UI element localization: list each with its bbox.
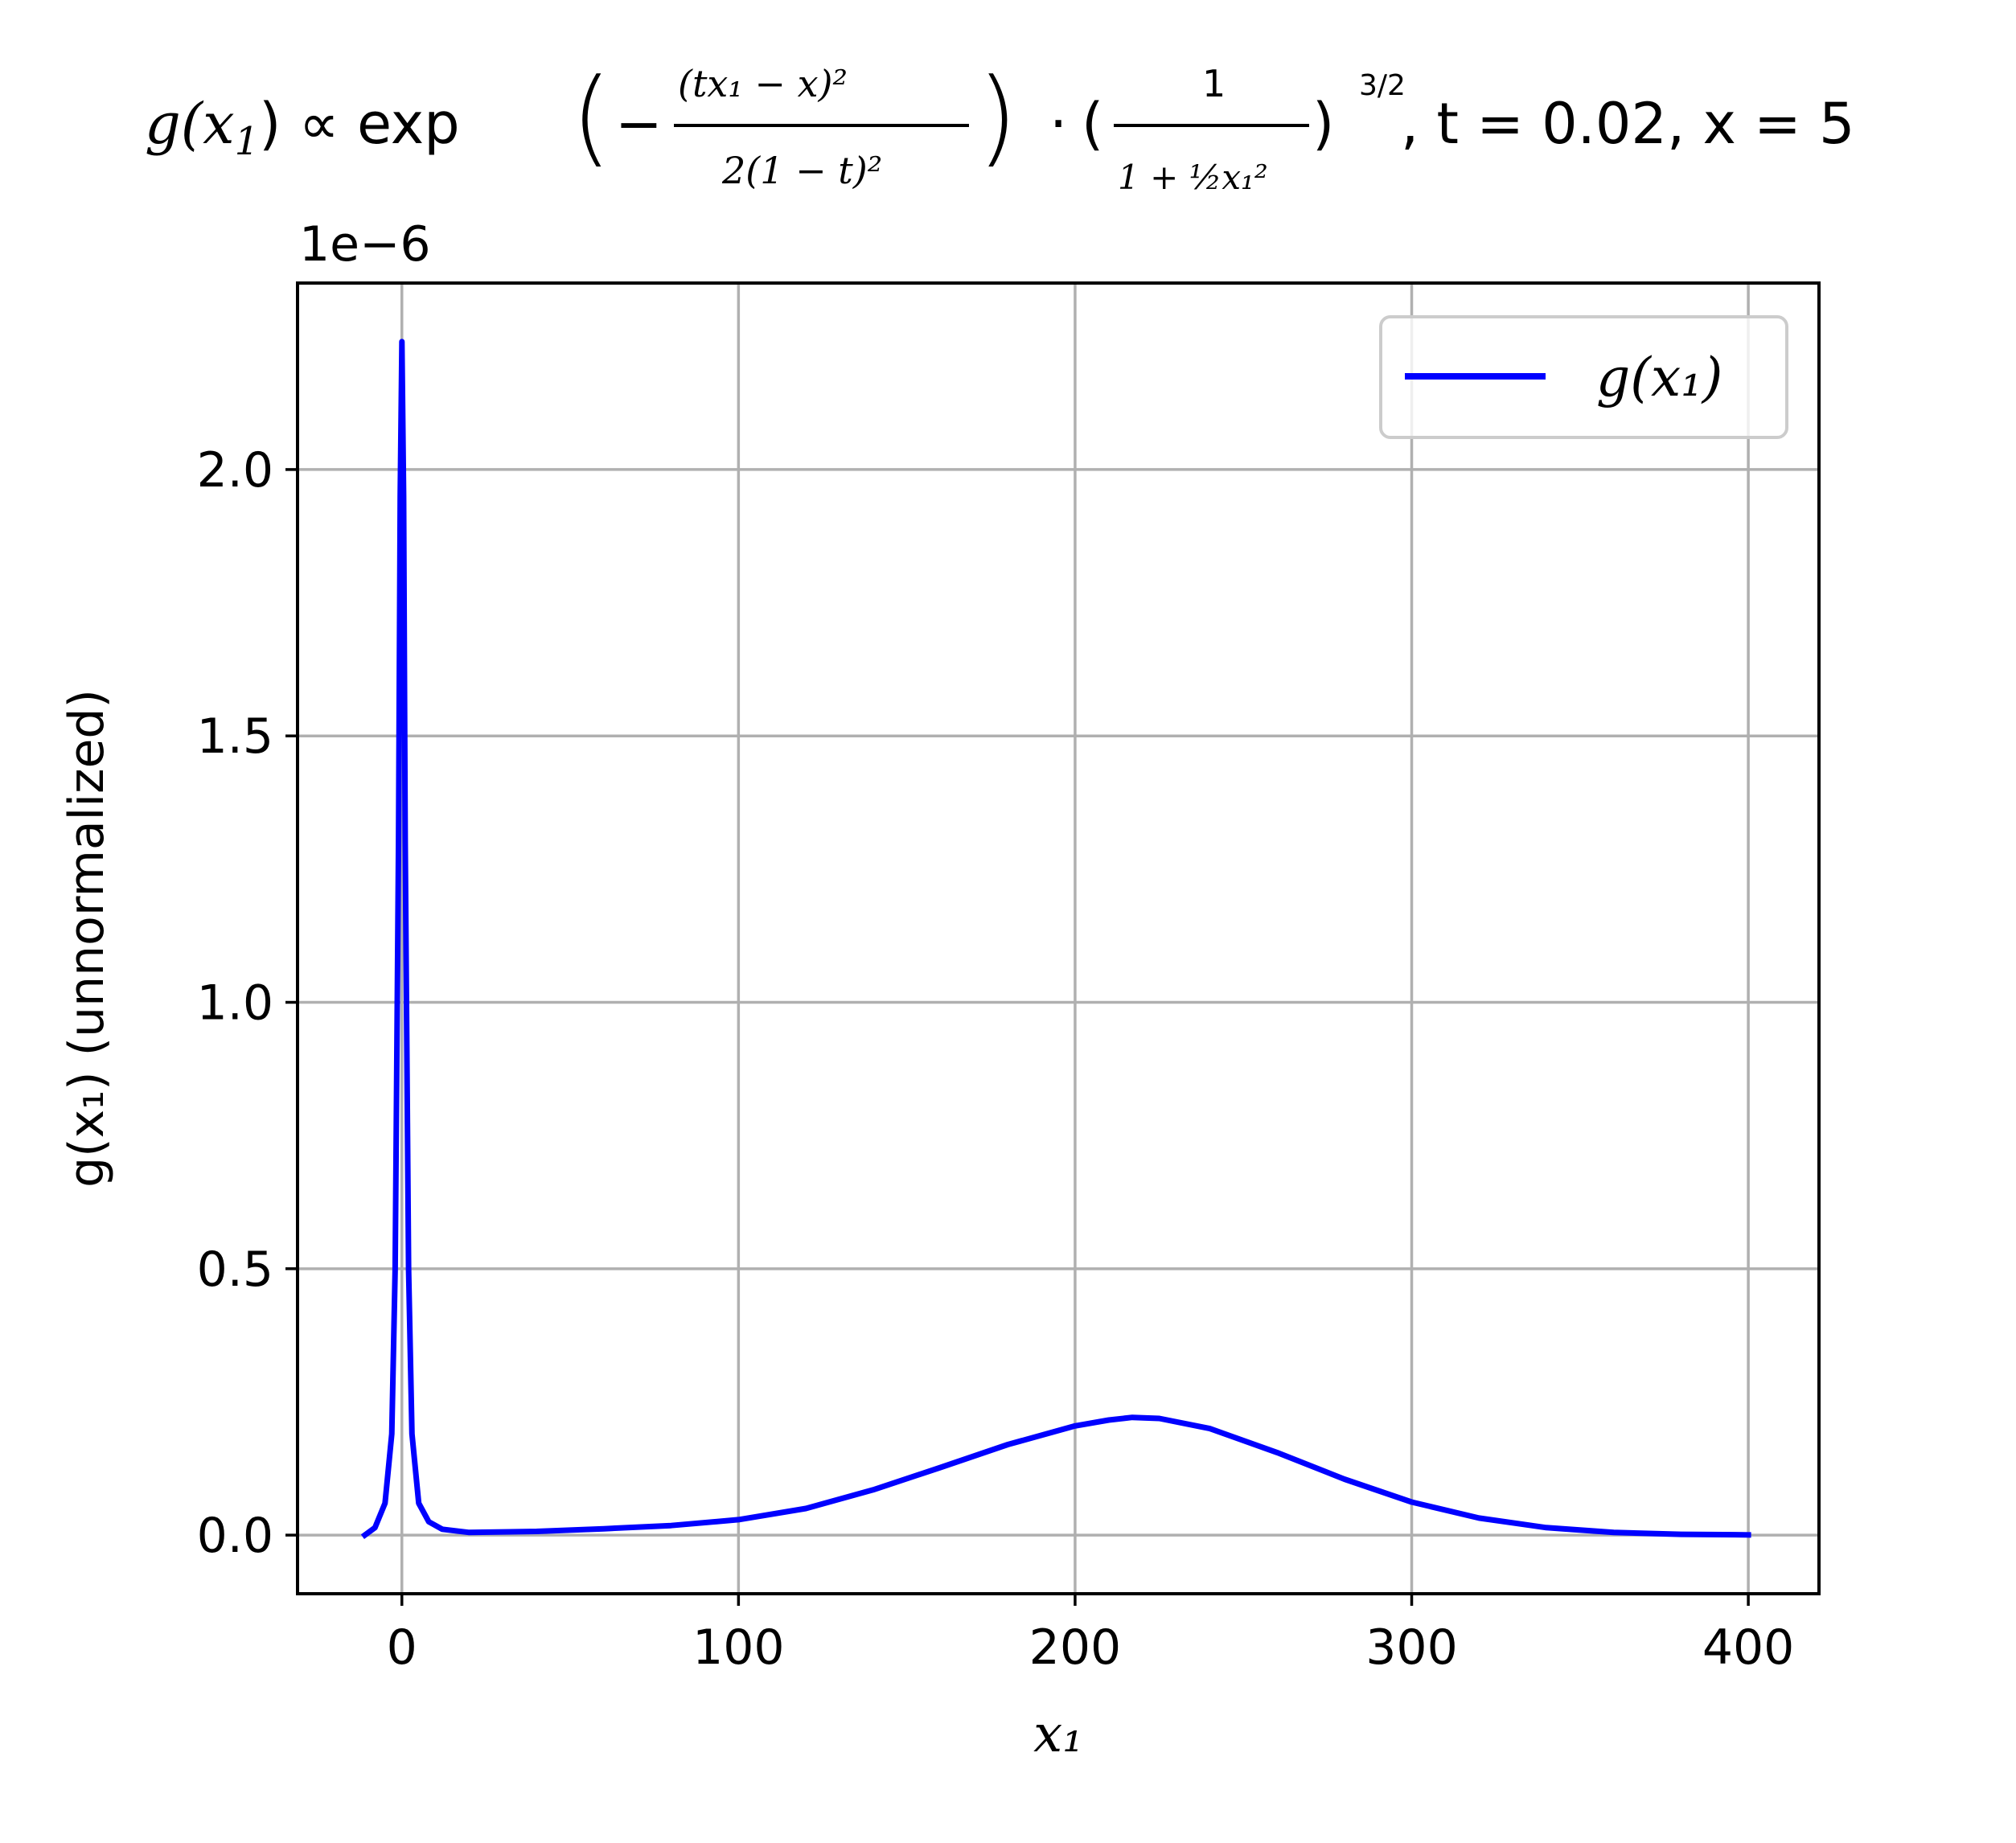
x-tick-label: 200 [1029, 1619, 1122, 1676]
plot-frame [296, 281, 1821, 1595]
legend-label: g(x₁) [1596, 347, 1722, 408]
x-axis-label: x₁ [1033, 1705, 1083, 1764]
y-tick-label: 2.0 [197, 442, 273, 499]
x-tick-label: 0 [387, 1619, 417, 1676]
x-tick-label: 100 [692, 1619, 785, 1676]
title-minus: − [615, 91, 663, 157]
title-rhs-numerator: 1 [1202, 62, 1226, 105]
title-lhs: g(x1) ∝ exp [145, 91, 460, 164]
x-axis-ticks: 0 100 200 300 400 [387, 1594, 1795, 1676]
title-open-paren: ( [571, 55, 612, 178]
y-axis-label: g(x₁) (unnormalized) [59, 689, 115, 1188]
y-axis-ticks: 0.0 0.5 1.0 1.5 2.0 [197, 442, 298, 1564]
title-exponent: 3/2 [1359, 69, 1406, 102]
legend: g(x₁) [1379, 315, 1788, 439]
y-tick-label: 1.5 [197, 708, 273, 765]
title-rhs-denominator: 1 + ½x₁² [1118, 158, 1268, 197]
chart-title: g(x1) ∝ exp ( − (tx₁ − x)² 2(1 − t)² ) ·… [145, 55, 1855, 197]
grid-lines [298, 283, 1819, 1594]
series-lines [360, 339, 1751, 1539]
y-tick-label: 1.0 [197, 975, 273, 1032]
title-rhs-open-paren: ( [1082, 91, 1103, 157]
y-offset-text: 1e−6 [299, 216, 431, 273]
title-exp-numerator: (tx₁ − x)² [678, 62, 848, 105]
legend-box [1379, 315, 1788, 439]
x-tick-label: 400 [1702, 1619, 1795, 1676]
title-params: , t = 0.02, x = 5 [1401, 91, 1855, 157]
title-dot: · [1049, 91, 1067, 157]
x-tick-label: 300 [1365, 1619, 1458, 1676]
series-line-g-x1 [360, 339, 1751, 1539]
title-close-paren: ) [977, 55, 1018, 178]
title-rhs-close-paren: ) [1312, 91, 1334, 157]
y-tick-label: 0.5 [197, 1242, 273, 1298]
title-exp-denominator: 2(1 − t)² [721, 149, 882, 192]
y-tick-label: 0.0 [197, 1508, 273, 1564]
